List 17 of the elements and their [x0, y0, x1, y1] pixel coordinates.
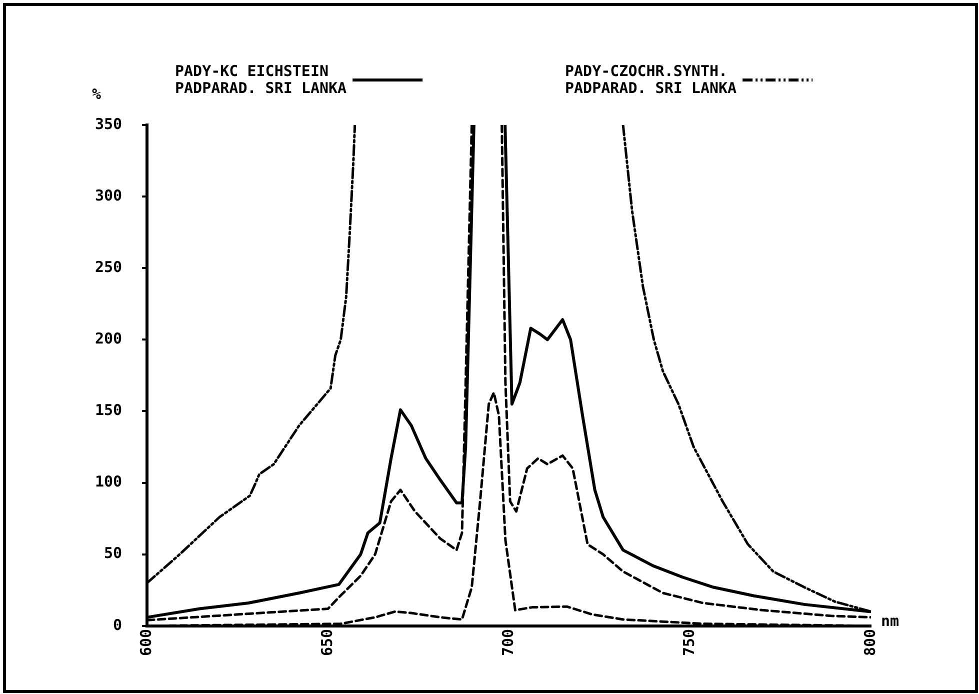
- y-tick-label: 0: [113, 616, 122, 634]
- x-tick-label: 750: [680, 628, 698, 656]
- x-tick-label: 600: [136, 628, 155, 656]
- x-axis-title: nm: [881, 612, 900, 630]
- legend-label: PADY-CZOCHR.SYNTH. PADPARAD. SRI LANKA: [565, 62, 737, 97]
- legend-label: PADY-KC EICHSTEIN PADPARAD. SRI LANKA: [175, 62, 347, 97]
- x-tick-label: 700: [498, 628, 517, 656]
- y-tick-label: 200: [95, 330, 122, 348]
- y-tick-label: 150: [95, 401, 122, 420]
- x-tick-label: 800: [860, 628, 879, 656]
- y-axis-title: %: [92, 84, 102, 103]
- y-tick-label: 250: [95, 258, 122, 276]
- y-tick-label: 300: [95, 186, 122, 204]
- y-tick-label: 50: [104, 544, 122, 562]
- y-tick-label: 100: [95, 472, 122, 491]
- x-tick-label: 650: [318, 628, 336, 656]
- y-tick-label: 350: [95, 114, 122, 133]
